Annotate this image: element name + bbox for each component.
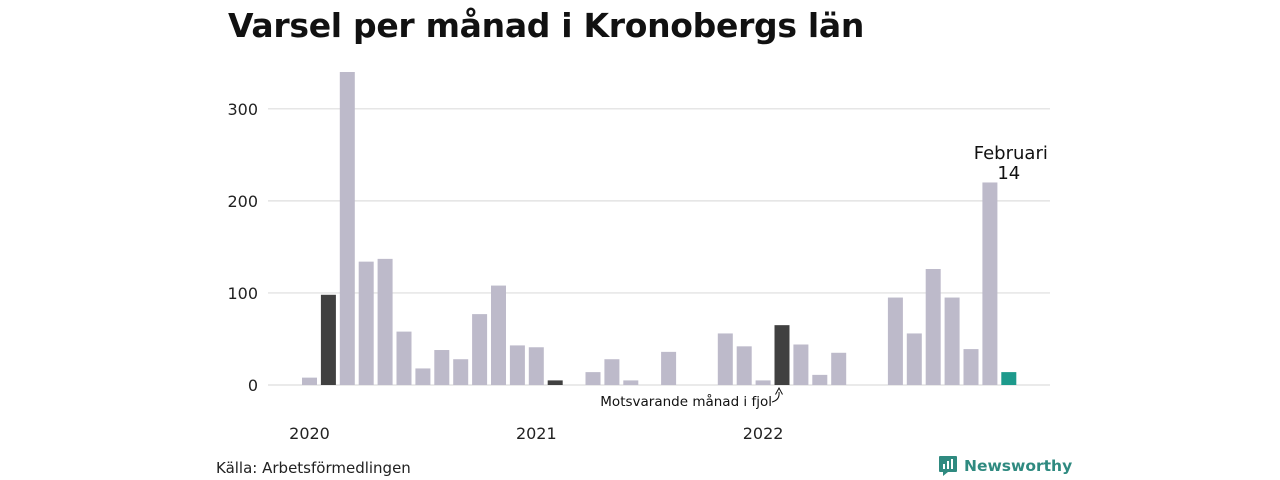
annotation-reference-label: Motsvarande månad i fjol xyxy=(600,393,772,410)
y-tick-label: 0 xyxy=(248,376,258,395)
bar xyxy=(793,344,809,385)
brand-logo[interactable]: Newsworthy xyxy=(938,455,1072,477)
bar xyxy=(925,269,941,385)
bar xyxy=(944,297,960,385)
bars xyxy=(302,72,1017,385)
bar xyxy=(396,331,412,385)
bar xyxy=(623,380,639,385)
annotation-month-label: Februari xyxy=(974,143,1048,164)
bar-reference-month xyxy=(320,294,336,385)
bar xyxy=(302,377,317,385)
y-tick-label: 100 xyxy=(227,284,258,303)
annotation-arrowhead xyxy=(775,386,783,395)
annotation-arrow xyxy=(771,391,780,403)
bar xyxy=(528,347,544,385)
bar xyxy=(339,72,355,385)
chart-title: Varsel per månad i Kronobergs län xyxy=(228,6,865,45)
source-credit: Källa: Arbetsförmedlingen xyxy=(216,459,411,477)
y-tick-label: 300 xyxy=(227,100,258,119)
bar xyxy=(661,351,677,385)
bar xyxy=(812,374,828,385)
bar xyxy=(509,345,525,385)
bar xyxy=(736,346,752,385)
bar xyxy=(831,352,847,385)
bar xyxy=(472,314,488,385)
annotation-value-label: 14 xyxy=(997,163,1020,184)
bar xyxy=(906,333,922,385)
x-year-label: 2022 xyxy=(743,424,784,443)
bar-reference-month xyxy=(774,325,790,385)
bar xyxy=(755,380,771,385)
bar xyxy=(887,297,903,385)
newsworthy-logo-icon xyxy=(939,456,957,476)
x-year-label: 2020 xyxy=(289,424,330,443)
x-year-label: 2021 xyxy=(516,424,557,443)
bar-current-month xyxy=(1001,372,1017,385)
bar xyxy=(585,372,601,385)
brand-name: Newsworthy xyxy=(964,457,1073,475)
bar xyxy=(453,359,469,385)
bar xyxy=(415,368,431,385)
y-axis-ticks: 0 100 200 300 xyxy=(227,100,258,395)
bar xyxy=(358,261,374,385)
bar xyxy=(604,359,620,385)
bar xyxy=(717,333,733,385)
bar xyxy=(434,350,450,385)
bar-reference-month xyxy=(547,380,563,385)
y-tick-label: 200 xyxy=(227,192,258,211)
bar xyxy=(963,349,979,385)
bar xyxy=(982,182,998,385)
bar xyxy=(377,258,393,385)
bar xyxy=(491,285,506,385)
x-axis-year-labels: 2020 2021 2022 xyxy=(289,424,783,443)
